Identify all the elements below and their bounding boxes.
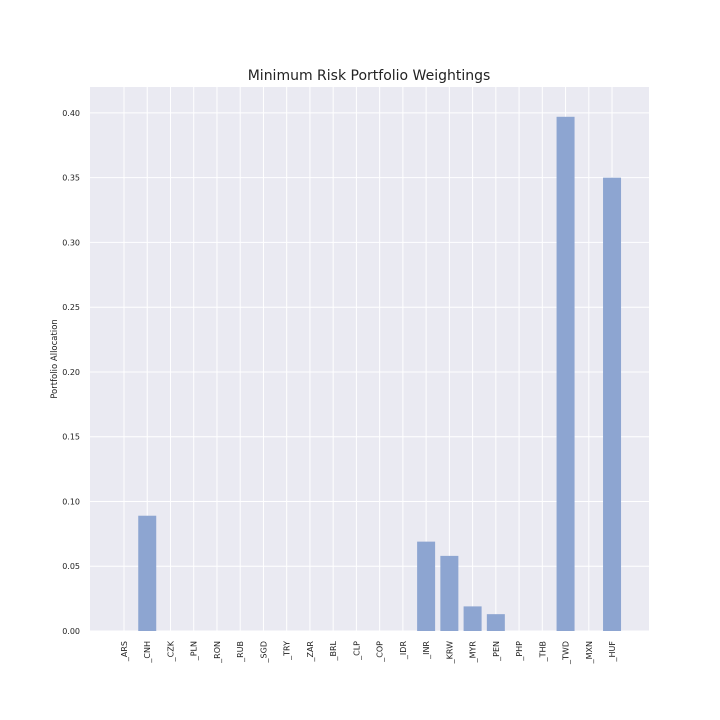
y-tick-label: 0.00 — [62, 627, 80, 636]
y-tick-label: 0.10 — [62, 497, 80, 506]
y-tick-labels: 0.00 0.05 0.10 0.15 0.20 0.25 0.30 0.35 0.40 — [62, 109, 80, 636]
bars — [138, 116, 622, 632]
y-gridlines — [90, 112, 649, 632]
bar-krw — [440, 555, 459, 631]
x-tick-label: _HUF — [608, 641, 617, 663]
x-tick-label: _INR — [422, 641, 431, 660]
x-tick-label: _ZAR — [306, 641, 315, 663]
x-tick-label: _PEN — [492, 641, 501, 662]
x-tick-labels: _ARS _CNH _CZK _PLN _RON _RUB _SGD _TRY _ZAR _BRL… — [120, 640, 617, 665]
x-tick-label: _PLN — [190, 641, 199, 661]
bar-huf — [603, 177, 622, 631]
x-tick-label: _IDR — [399, 641, 408, 661]
y-tick-label: 0.20 — [62, 368, 80, 377]
x-tick-label: _RUB — [236, 641, 245, 663]
chart-title: Minimum Risk Portfolio Weightings — [248, 68, 491, 84]
y-axis-label: Portfolio Allocation — [50, 319, 60, 399]
x-tick-label: _BRL — [329, 640, 338, 661]
y-tick-label: 0.40 — [62, 109, 80, 118]
bar-twd — [556, 116, 575, 632]
x-tick-label: _TWD — [562, 641, 571, 665]
bar-pen — [486, 614, 505, 631]
x-tick-label: _ARS — [120, 641, 129, 662]
x-tick-label: _THB — [538, 641, 547, 662]
x-tick-label: _CNH — [143, 641, 152, 664]
y-tick-label: 0.15 — [62, 433, 80, 442]
y-tick-label: 0.35 — [62, 174, 80, 183]
y-tick-label: 0.30 — [62, 238, 80, 247]
y-tick-label: 0.05 — [62, 562, 80, 571]
x-tick-label: _TRY — [283, 641, 292, 661]
bar-myr — [463, 606, 482, 631]
x-tick-label: _SGD — [259, 641, 268, 663]
x-tick-label: _RON — [213, 641, 222, 664]
x-tick-label: _PHP — [515, 641, 524, 662]
bar-cnh — [138, 515, 157, 631]
x-tick-label: _MYR — [469, 641, 478, 664]
bar-inr — [417, 541, 436, 631]
x-tick-label: _KRW — [445, 641, 454, 664]
x-tick-label: _CZK — [166, 640, 175, 662]
x-tick-label: _CLP — [352, 641, 361, 661]
x-tick-label: _COP — [376, 641, 385, 663]
x-tick-label: _MXN — [585, 641, 594, 664]
y-tick-label: 0.25 — [62, 303, 80, 312]
